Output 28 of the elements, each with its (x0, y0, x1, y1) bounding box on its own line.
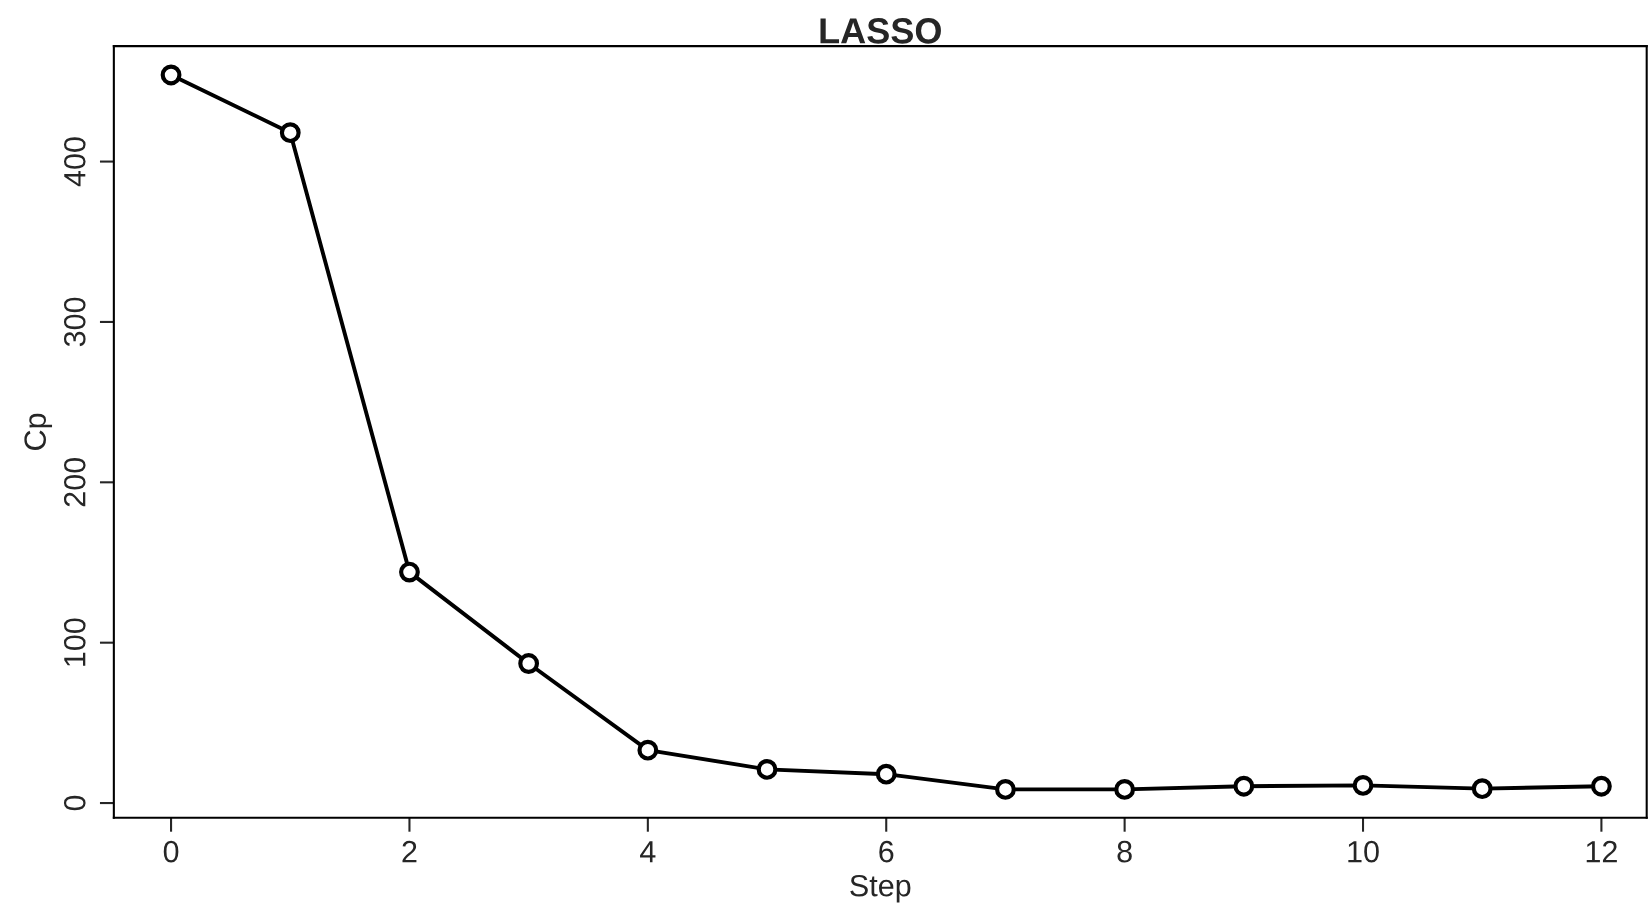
point (1590, 775, 1612, 797)
y-tick-label: 400 (63, 137, 86, 187)
point (518, 653, 540, 674)
point (1233, 775, 1255, 797)
x-tick-label: 12 (1586, 840, 1617, 863)
y-tick-label: 200 (63, 458, 86, 507)
point (1471, 778, 1493, 800)
point (875, 763, 897, 785)
x-tick-label: 2 (402, 840, 417, 863)
point (995, 779, 1016, 800)
x-tick-label: 6 (879, 840, 894, 863)
point (756, 758, 778, 780)
point (637, 739, 659, 761)
x-axis-title: Step (850, 874, 911, 903)
x-tick-label: 8 (1117, 840, 1132, 863)
point (1114, 779, 1136, 800)
point (1352, 774, 1374, 796)
point (160, 64, 182, 86)
x-tick-label: 10 (1348, 840, 1379, 863)
y-tick-label: 300 (63, 297, 86, 347)
point (279, 122, 301, 144)
x-tick-label: 4 (640, 841, 656, 863)
y-axis-title: Cp (24, 413, 53, 450)
x-tick-label: 0 (163, 840, 179, 863)
y-tick-label: 0 (63, 795, 86, 811)
point (399, 561, 420, 583)
chart-title: LASSO (820, 18, 941, 44)
y-tick-label: 100 (63, 618, 86, 666)
